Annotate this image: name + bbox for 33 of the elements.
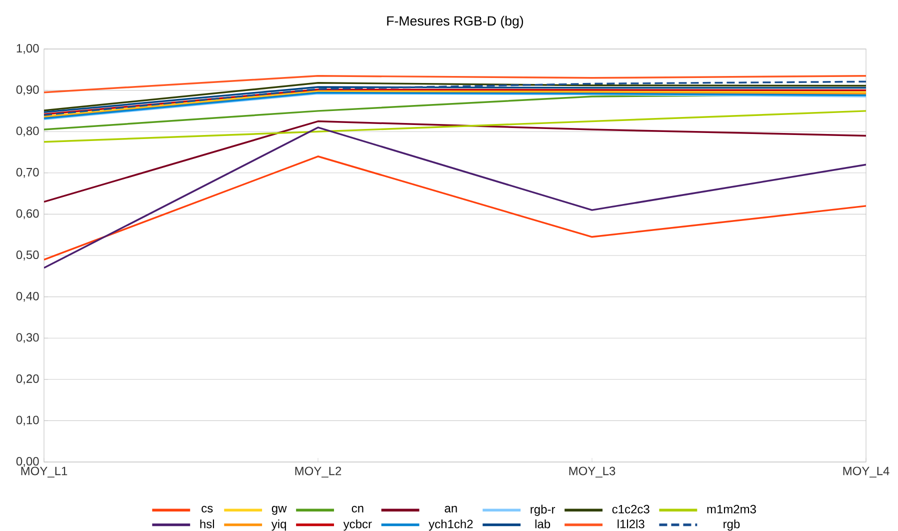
y-tick-label: 0,70: [16, 168, 39, 178]
x-tick-label: MOY_L4: [843, 466, 890, 478]
y-tick-label: 0,20: [16, 374, 39, 384]
y-tick-label: 0,50: [16, 250, 39, 260]
line-series: [44, 120, 866, 203]
line-series: [44, 156, 866, 260]
legend-label: rgb: [724, 519, 740, 531]
legend-label: hsl: [200, 519, 214, 528]
y-tick-label: 1,00: [16, 44, 39, 54]
x-tick-label: MOY_L2: [295, 466, 342, 478]
y-tick-label: 0,40: [16, 292, 39, 302]
line-series: [44, 126, 866, 269]
legend-label: cn: [352, 506, 364, 512]
legend-label: ycbcr: [343, 519, 372, 531]
legend-label: lab: [535, 519, 550, 528]
y-tick-label: 0,80: [16, 126, 39, 137]
y-tick-label: 0,30: [16, 333, 39, 344]
chart-title: F-Mesures RGB-D (bg): [387, 16, 524, 28]
legend-label: m1m2m3: [707, 504, 756, 514]
legend-label: c1c2c3: [612, 504, 650, 514]
x-tick-label: MOY_L3: [569, 466, 616, 478]
y-tick-label: 0,00: [16, 457, 39, 467]
y-tick-label: 0,90: [16, 85, 39, 96]
legend-label: ych1ch2: [428, 519, 473, 531]
legend-label: an: [444, 506, 457, 512]
legend-label: l1l2l3: [618, 519, 644, 528]
legend-label: rgb-r: [530, 504, 556, 516]
legend-label: cs: [202, 506, 213, 512]
legend-label: gw: [272, 506, 287, 515]
y-tick-label: 0,60: [16, 209, 39, 220]
x-tick-label: MOY_L1: [21, 466, 68, 478]
y-tick-label: 0,10: [16, 416, 39, 426]
legend-label: yiq: [271, 519, 286, 531]
